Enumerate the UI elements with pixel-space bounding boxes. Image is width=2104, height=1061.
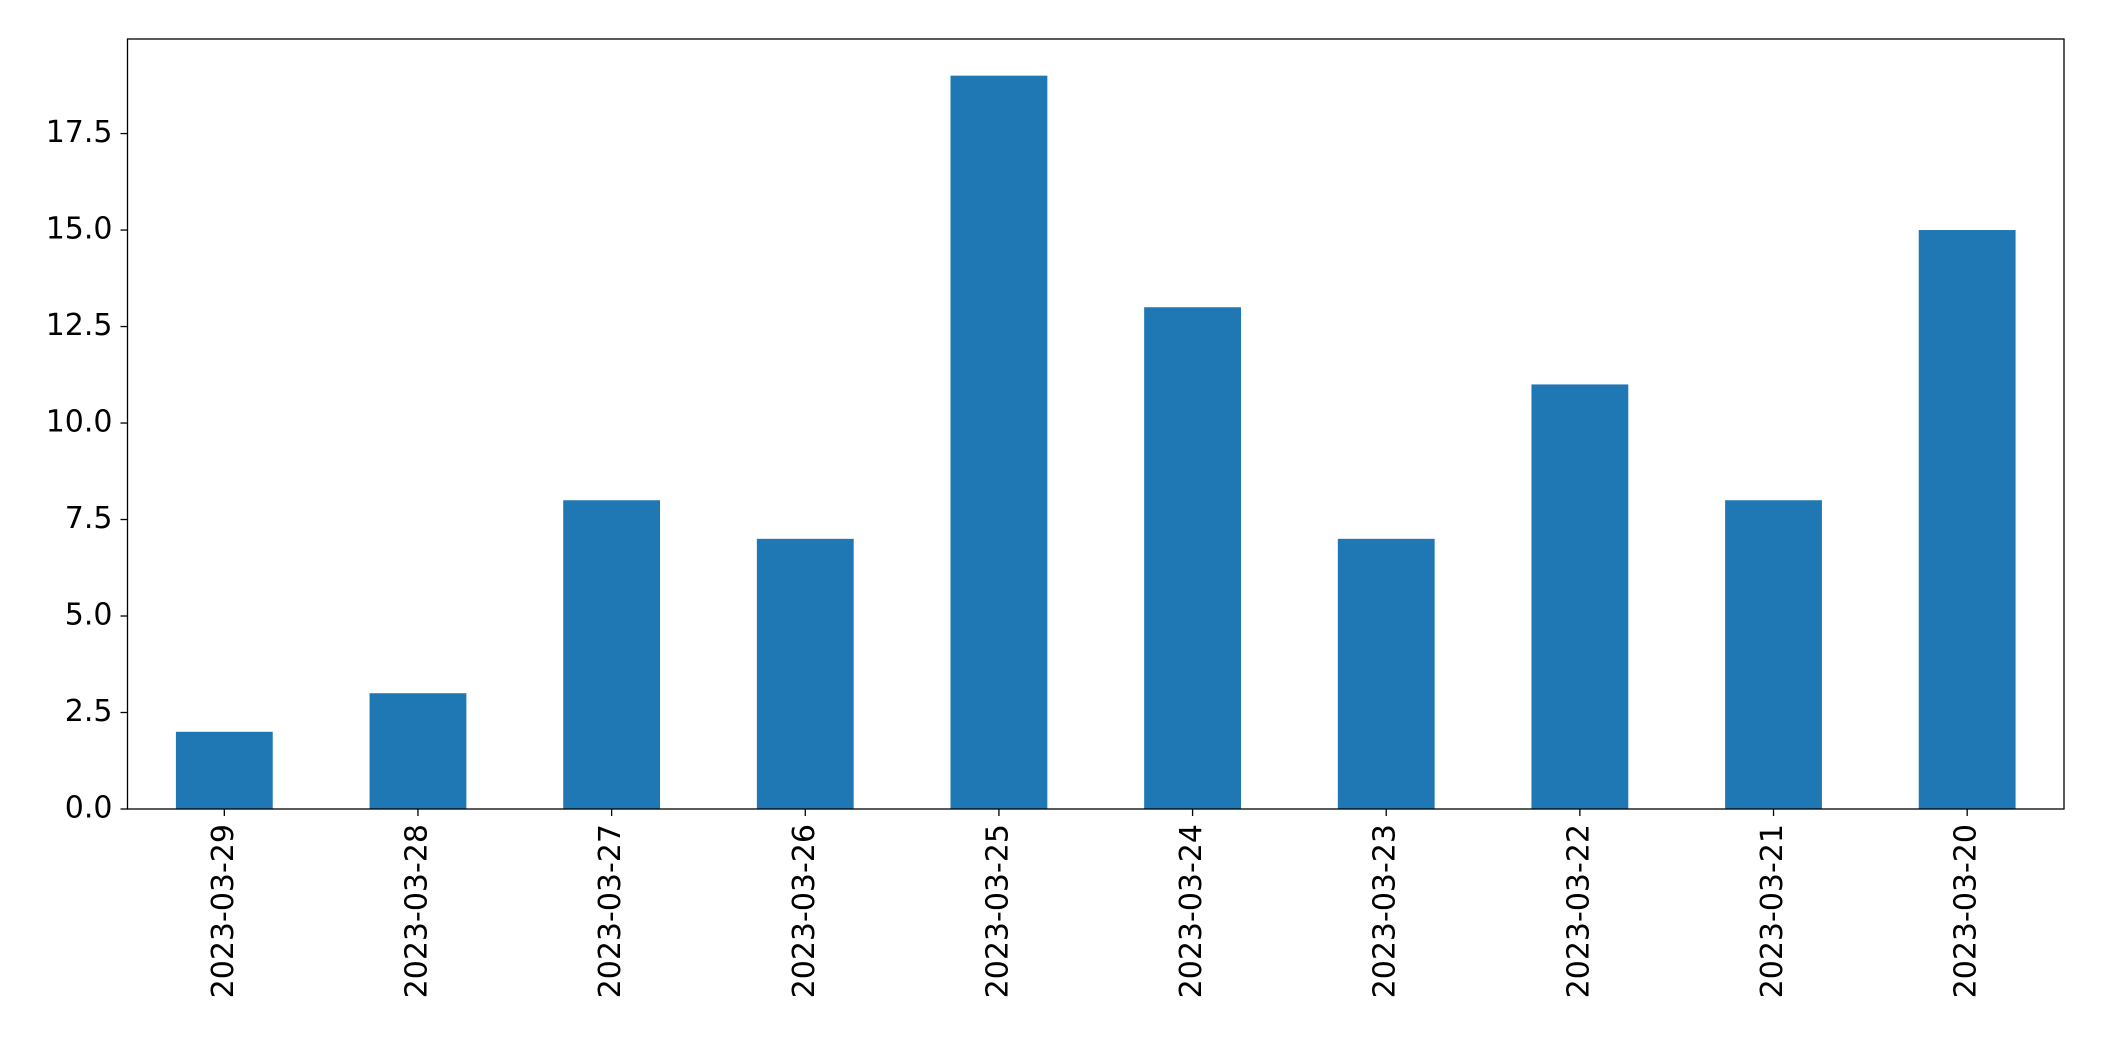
x-tick-label: 2023-03-26 [787, 824, 822, 998]
bar [1918, 230, 2016, 810]
bar [563, 500, 661, 809]
x-tick-label: 2023-03-27 [593, 824, 628, 998]
x-tick-label: 2023-03-20 [1949, 824, 1984, 998]
bar [175, 731, 273, 809]
x-tick-label: 2023-03-29 [206, 824, 241, 998]
y-tick-label: 12.5 [46, 308, 113, 343]
y-tick-label: 17.5 [46, 115, 113, 150]
x-tick-label: 2023-03-25 [980, 824, 1015, 998]
y-tick-label: 0.0 [65, 791, 113, 826]
x-tick-label: 2023-03-23 [1368, 824, 1403, 998]
y-tick-label: 10.0 [46, 405, 113, 440]
x-tick-label: 2023-03-28 [399, 824, 434, 998]
x-tick-label: 2023-03-21 [1755, 824, 1790, 998]
y-tick-label: 5.0 [65, 598, 113, 633]
bar [1337, 538, 1435, 809]
bar [1144, 307, 1241, 809]
x-tick-label: 2023-03-22 [1561, 824, 1596, 998]
bar [1725, 500, 1822, 809]
y-tick-label: 2.5 [65, 694, 113, 729]
bar [756, 538, 854, 809]
plot-frame [126, 38, 2065, 810]
y-tick-label: 7.5 [65, 501, 113, 536]
x-tick-label: 2023-03-24 [1174, 824, 1209, 998]
y-tick-label: 15.0 [46, 212, 113, 247]
bar [1531, 384, 1629, 809]
bar [950, 75, 1048, 809]
bar [369, 693, 467, 809]
